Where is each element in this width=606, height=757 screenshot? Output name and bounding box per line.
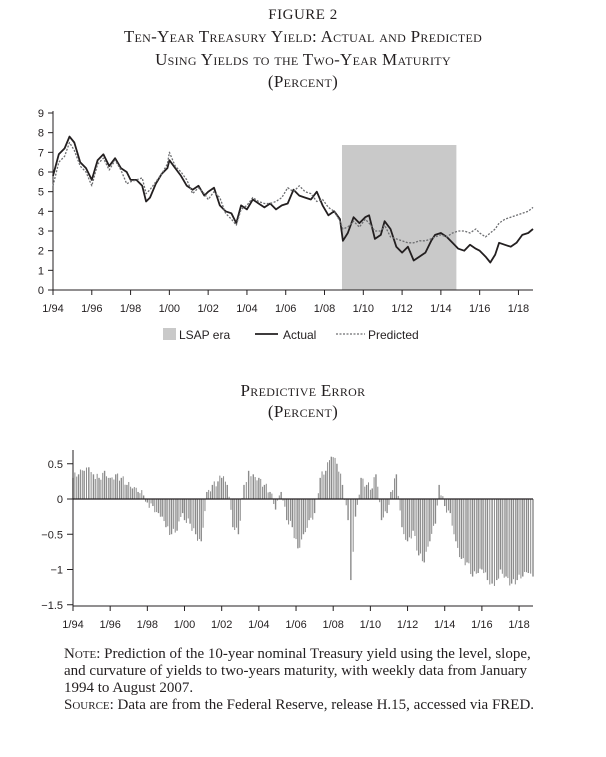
lsap-shaded-region: [341, 145, 457, 290]
top-x-tick-label: 1/18: [508, 303, 529, 315]
legend-predicted-label: Predicted: [368, 328, 419, 342]
bottom-y-tick-label: 0.5: [48, 459, 63, 471]
bottom-y-tick-label: −0.5: [41, 529, 63, 541]
top-y-tick-label: 7: [38, 147, 44, 159]
top-y-tick-label: 3: [38, 226, 44, 238]
figure-label: FIGURE 2: [268, 7, 338, 23]
top-x-tick-label: 1/10: [353, 303, 374, 315]
bottom-x-tick-label: 1/16: [471, 619, 492, 631]
top-chart-legend: LSAP era Actual Predicted: [163, 328, 419, 342]
top-x-tick-label: 1/06: [275, 303, 296, 315]
top-x-tick-label: 1/96: [81, 303, 102, 315]
bottom-x-tick-label: 1/04: [248, 619, 269, 631]
source-paragraph: Source: Data are from the Federal Reserv…: [64, 697, 544, 714]
top-x-tick-label: 1/00: [159, 303, 180, 315]
top-y-tick-label: 0: [38, 285, 44, 297]
bottom-x-tick-label: 1/10: [360, 619, 381, 631]
actual-series-line: [52, 135, 534, 264]
notes-block: Note: Prediction of the 10-year nominal …: [64, 646, 544, 714]
bottom-x-tick-label: 1/06: [285, 619, 306, 631]
top-y-tick-label: 5: [38, 187, 44, 199]
bottom-chart-title-line2: (Percent): [267, 402, 339, 421]
bottom-x-tick-label: 1/00: [174, 619, 195, 631]
legend-lsap-label: LSAP era: [179, 328, 230, 342]
top-y-tick-label: 8: [38, 128, 44, 140]
bottom-y-tick-label: −1: [50, 565, 63, 577]
top-y-tick-label: 4: [38, 206, 44, 218]
bottom-y-tick-label: −1.5: [41, 600, 63, 612]
bottom-x-tick-label: 1/02: [211, 619, 232, 631]
top-chart-title-line3: (Percent): [267, 72, 339, 91]
top-x-tick-label: 1/12: [391, 303, 412, 315]
top-x-tick-label: 1/02: [197, 303, 218, 315]
legend-actual-label: Actual: [283, 328, 316, 342]
top-chart-title-line1: Ten-Year Treasury Yield: Actual and Pred…: [123, 27, 483, 46]
note-label: Note:: [64, 646, 101, 662]
top-x-tick-label: 1/98: [120, 303, 141, 315]
bottom-x-tick-label: 1/14: [434, 619, 455, 631]
top-y-tick-label: 6: [38, 167, 44, 179]
top-x-tick-label: 1/04: [236, 303, 257, 315]
top-x-tick-label: 1/08: [314, 303, 335, 315]
top-chart-title-line2: Using Yields to the Two-Year Maturity: [155, 50, 451, 69]
top-y-tick-label: 9: [38, 108, 44, 120]
legend-lsap-swatch: [163, 328, 176, 340]
note-paragraph: Note: Prediction of the 10-year nominal …: [64, 646, 544, 697]
bottom-chart-title-line1: Predictive Error: [240, 381, 366, 400]
error-bars-group: [72, 456, 534, 586]
bottom-x-tick-label: 1/94: [62, 619, 83, 631]
bottom-x-tick-label: 1/08: [322, 619, 343, 631]
bottom-x-tick-label: 1/96: [99, 619, 120, 631]
top-x-tick-label: 1/94: [42, 303, 63, 315]
bottom-x-tick-label: 1/98: [137, 619, 158, 631]
note-text: Prediction of the 10-year nominal Treasu…: [64, 646, 531, 696]
bottom-y-tick-label: 0: [57, 494, 63, 506]
source-label: Source:: [64, 697, 114, 713]
bottom-x-tick-label: 1/18: [508, 619, 529, 631]
source-text: Data are from the Federal Reserve, relea…: [117, 697, 535, 713]
predicted-series-line: [52, 141, 534, 244]
top-y-tick-label: 1: [38, 265, 44, 277]
top-y-tick-label: 2: [38, 246, 44, 258]
bottom-x-tick-label: 1/12: [397, 619, 418, 631]
top-x-tick-label: 1/14: [430, 303, 451, 315]
top-x-tick-label: 1/16: [469, 303, 490, 315]
